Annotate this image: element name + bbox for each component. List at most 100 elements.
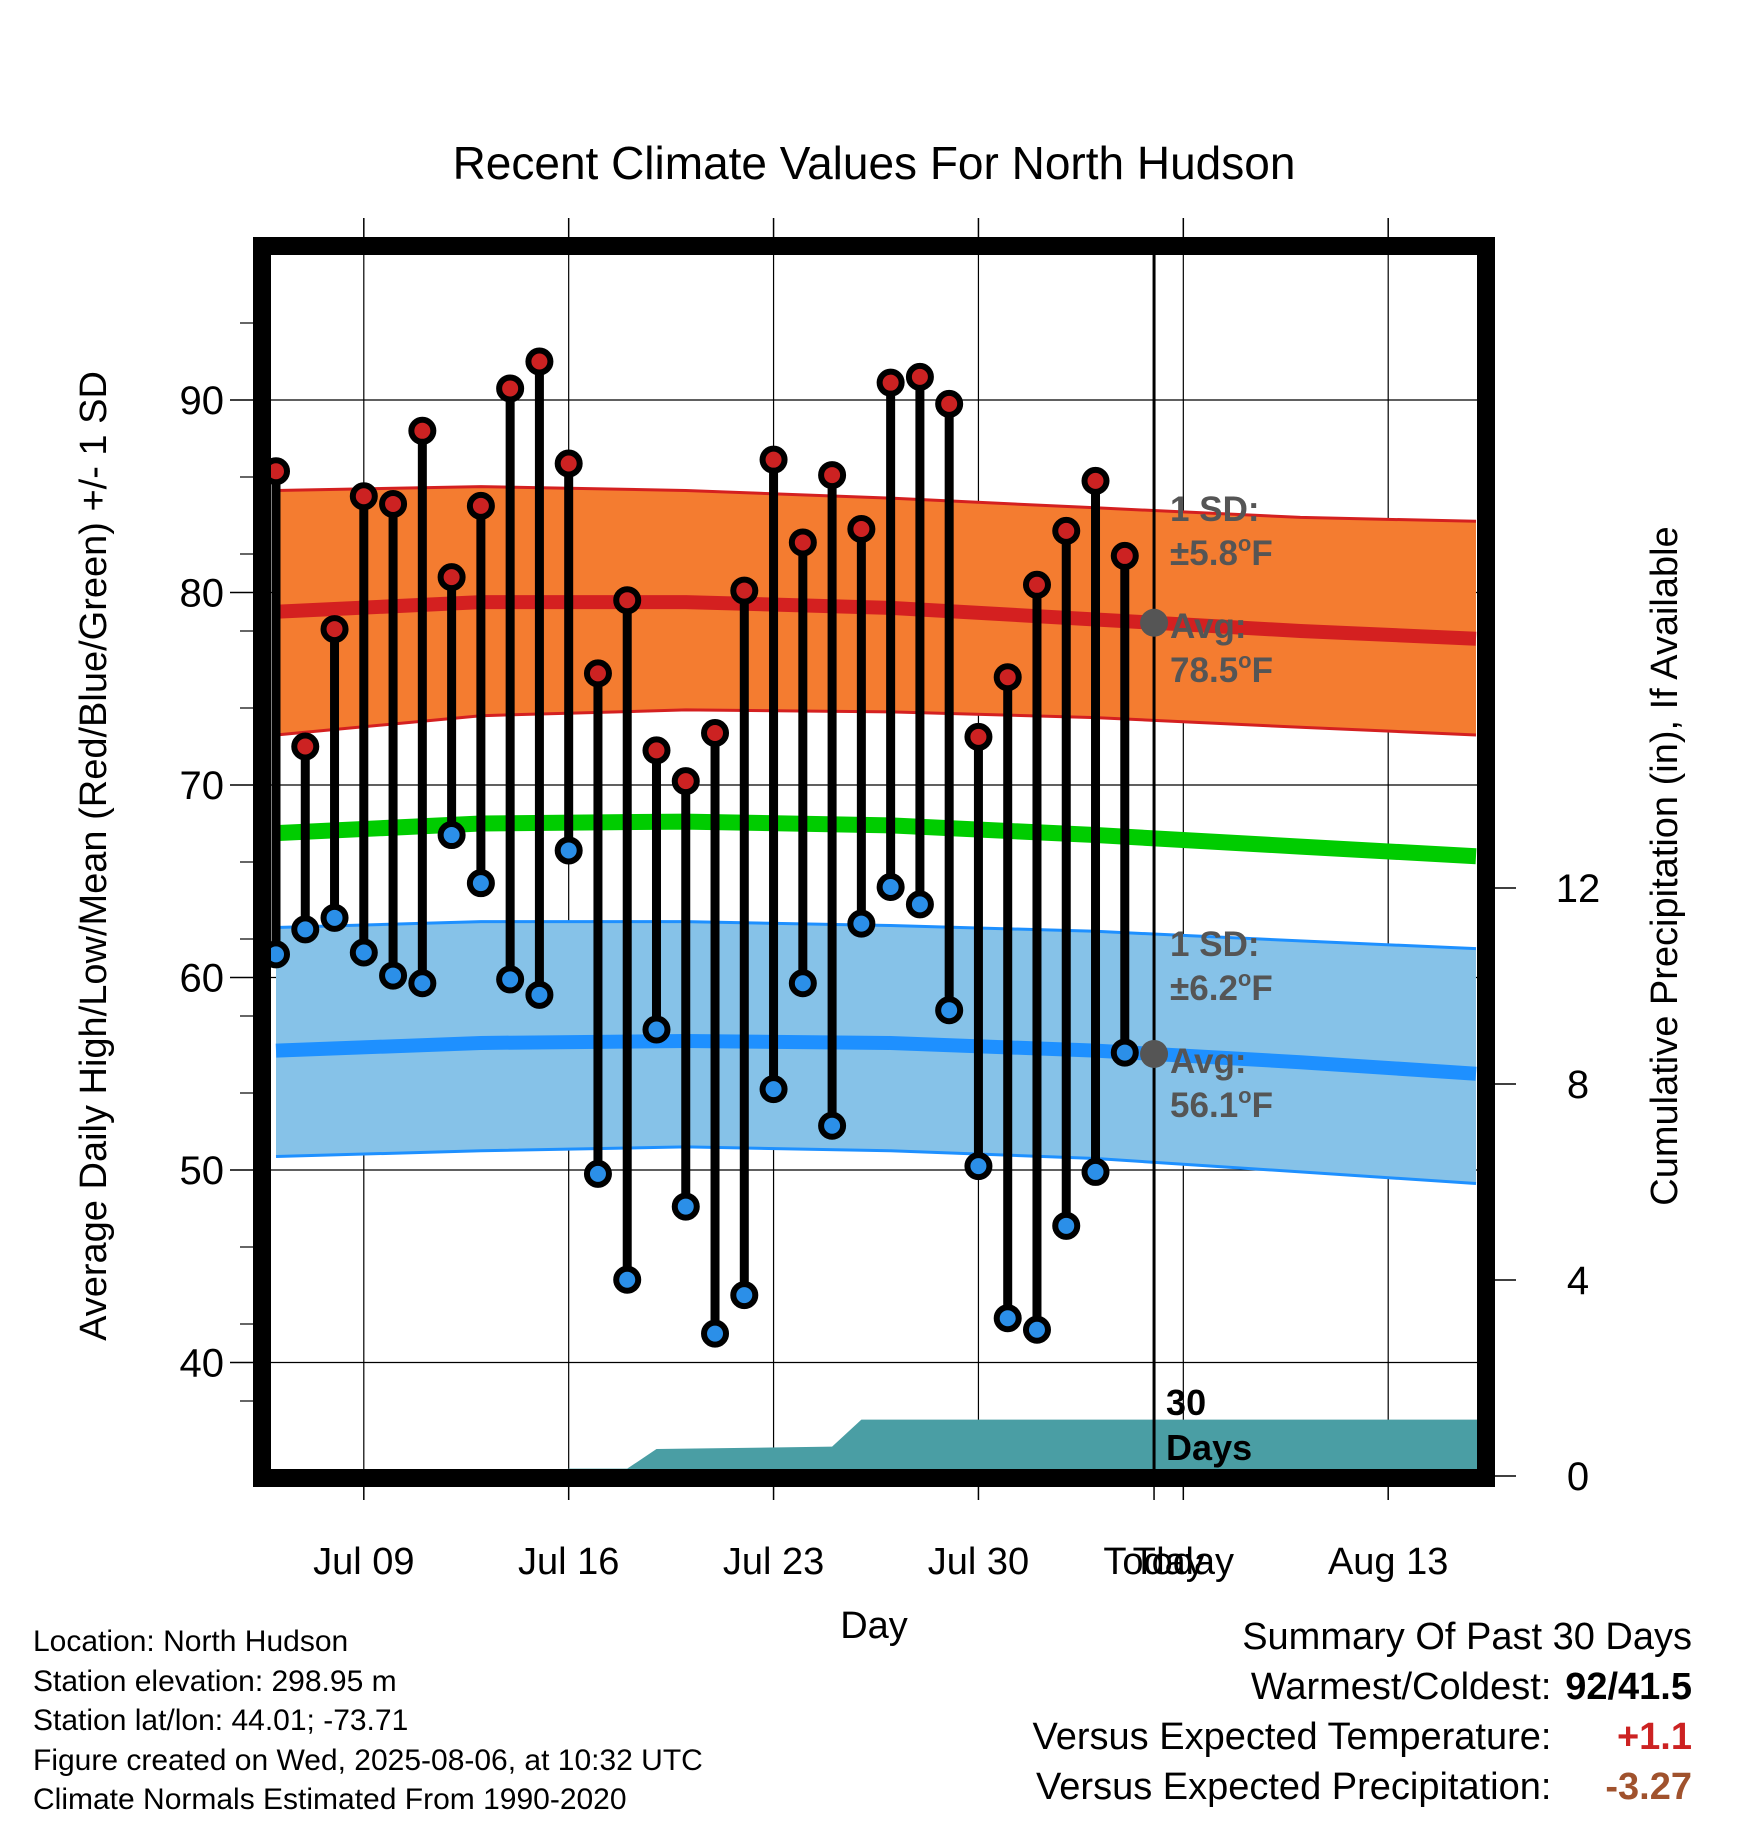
temp-value: +1.1 — [1616, 1716, 1692, 1758]
low-marker — [876, 873, 905, 902]
low-marker — [525, 980, 554, 1009]
high-marker — [818, 461, 847, 490]
high-marker — [788, 528, 817, 557]
y2-tick-label: 0 — [1567, 1455, 1589, 1499]
y2-tick-label: 8 — [1567, 1063, 1589, 1107]
low-avg-label: Avg: — [1170, 1042, 1246, 1081]
high-marker — [554, 449, 583, 478]
y-tick-label: 70 — [180, 764, 225, 808]
avg-low-marker — [1140, 1039, 1169, 1068]
high-sd-value: ±5.8oF — [1170, 531, 1273, 573]
elevation-text: Station elevation: 298.95 m — [33, 1664, 397, 1698]
summary-precip: Versus Expected Precipitation: -3.27 — [1033, 1762, 1692, 1812]
today-tick-label: Today — [1103, 1541, 1204, 1583]
low-marker — [847, 909, 876, 938]
low-marker — [730, 1281, 759, 1310]
summary-panel: Summary Of Past 30 Days Warmest/Coldest:… — [1033, 1612, 1692, 1812]
high-avg-value: 78.5oF — [1170, 648, 1273, 690]
y-tick-label: 50 — [180, 1149, 225, 1193]
x-tick-label: Today — [1133, 1541, 1234, 1583]
low-marker — [554, 836, 583, 865]
location-text: Location: North Hudson — [33, 1625, 349, 1658]
high-marker — [993, 663, 1022, 692]
normal-low-line — [275, 1034, 1477, 1081]
summary-title: Summary Of Past 30 Days — [1242, 1616, 1692, 1658]
daily-range-stems — [271, 361, 1130, 1334]
high-marker — [905, 362, 934, 391]
high-avg-label: Avg: — [1170, 607, 1246, 646]
high-marker — [964, 722, 993, 751]
high-marker — [349, 482, 378, 511]
low-marker — [466, 869, 495, 898]
x-tick-label: Jul 16 — [518, 1541, 619, 1583]
latlon-text: Station lat/lon: 44.01; -73.71 — [33, 1704, 409, 1737]
y2-tick-label: 12 — [1556, 867, 1601, 911]
axes: Jul 09 Jul 16 Jul 23 Jul 30 Today Aug 1340506… — [180, 218, 1601, 1583]
low-marker — [1022, 1315, 1051, 1344]
low-marker — [788, 969, 817, 998]
low-sd-value: ±6.2oF — [1170, 966, 1273, 1008]
precipitation-area — [276, 1419, 1486, 1478]
high-marker — [320, 615, 349, 644]
precip-value: -3.27 — [1605, 1766, 1692, 1808]
summary-warm-cold: Warmest/Coldest: 92/41.5 — [1033, 1662, 1692, 1712]
x-tick-label: Jul 09 — [313, 1541, 414, 1583]
high-marker — [759, 445, 788, 474]
high-marker — [642, 736, 671, 765]
warm-cold-value: 92/41.5 — [1565, 1666, 1692, 1708]
high-marker — [466, 491, 495, 520]
high-marker — [876, 368, 905, 397]
low-sd-band — [276, 921, 1476, 1184]
station-info: Location: North Hudson Station elevation… — [33, 1622, 703, 1820]
y-tick-label: 90 — [180, 379, 225, 423]
low-marker — [320, 903, 349, 932]
low-marker — [905, 890, 934, 919]
low-marker — [935, 996, 964, 1025]
y-tick-label: 80 — [180, 572, 225, 616]
low-marker — [349, 938, 378, 967]
high-marker — [671, 767, 700, 796]
low-sd-upper-line — [275, 920, 1477, 951]
low-marker — [759, 1075, 788, 1104]
plot-frame — [253, 237, 1495, 1487]
y-tick-label: 40 — [180, 1342, 225, 1386]
low-marker — [437, 821, 466, 850]
high-marker — [1081, 466, 1110, 495]
low-marker — [583, 1159, 612, 1188]
high-marker — [613, 586, 642, 615]
high-marker — [583, 659, 612, 688]
low-sd-label: 1 SD: — [1170, 925, 1259, 964]
x-axis-label: Day — [840, 1605, 908, 1647]
temp-label: Versus Expected Temperature: — [1032, 1716, 1552, 1758]
high-sd-label: 1 SD: — [1170, 490, 1259, 529]
low-marker — [379, 961, 408, 990]
high-marker — [730, 576, 759, 605]
low-marker — [408, 969, 437, 998]
x-tick-label: Jul 23 — [723, 1541, 824, 1583]
low-avg-value: 56.1oF — [1170, 1083, 1273, 1125]
y-tick-label: 60 — [180, 957, 225, 1001]
chart-title: Recent Climate Values For North Hudson — [453, 137, 1296, 189]
daily-markers — [262, 347, 1139, 1348]
low-marker — [701, 1319, 730, 1348]
high-marker — [1110, 541, 1139, 570]
low-sd-lower-line — [275, 1145, 1477, 1185]
warm-cold-label: Warmest/Coldest: — [1250, 1666, 1552, 1708]
high-marker — [291, 732, 320, 761]
y2-tick-label: 4 — [1567, 1259, 1589, 1303]
low-marker — [1052, 1211, 1081, 1240]
summary-temp: Versus Expected Temperature: +1.1 — [1033, 1712, 1692, 1762]
high-marker — [379, 489, 408, 518]
high-marker — [408, 416, 437, 445]
low-marker — [671, 1192, 700, 1221]
low-marker — [1110, 1038, 1139, 1067]
grid-lines — [262, 246, 1486, 1478]
low-marker — [642, 1015, 671, 1044]
low-marker — [496, 965, 525, 994]
high-marker — [437, 563, 466, 592]
low-marker — [1081, 1157, 1110, 1186]
low-marker — [613, 1265, 642, 1294]
